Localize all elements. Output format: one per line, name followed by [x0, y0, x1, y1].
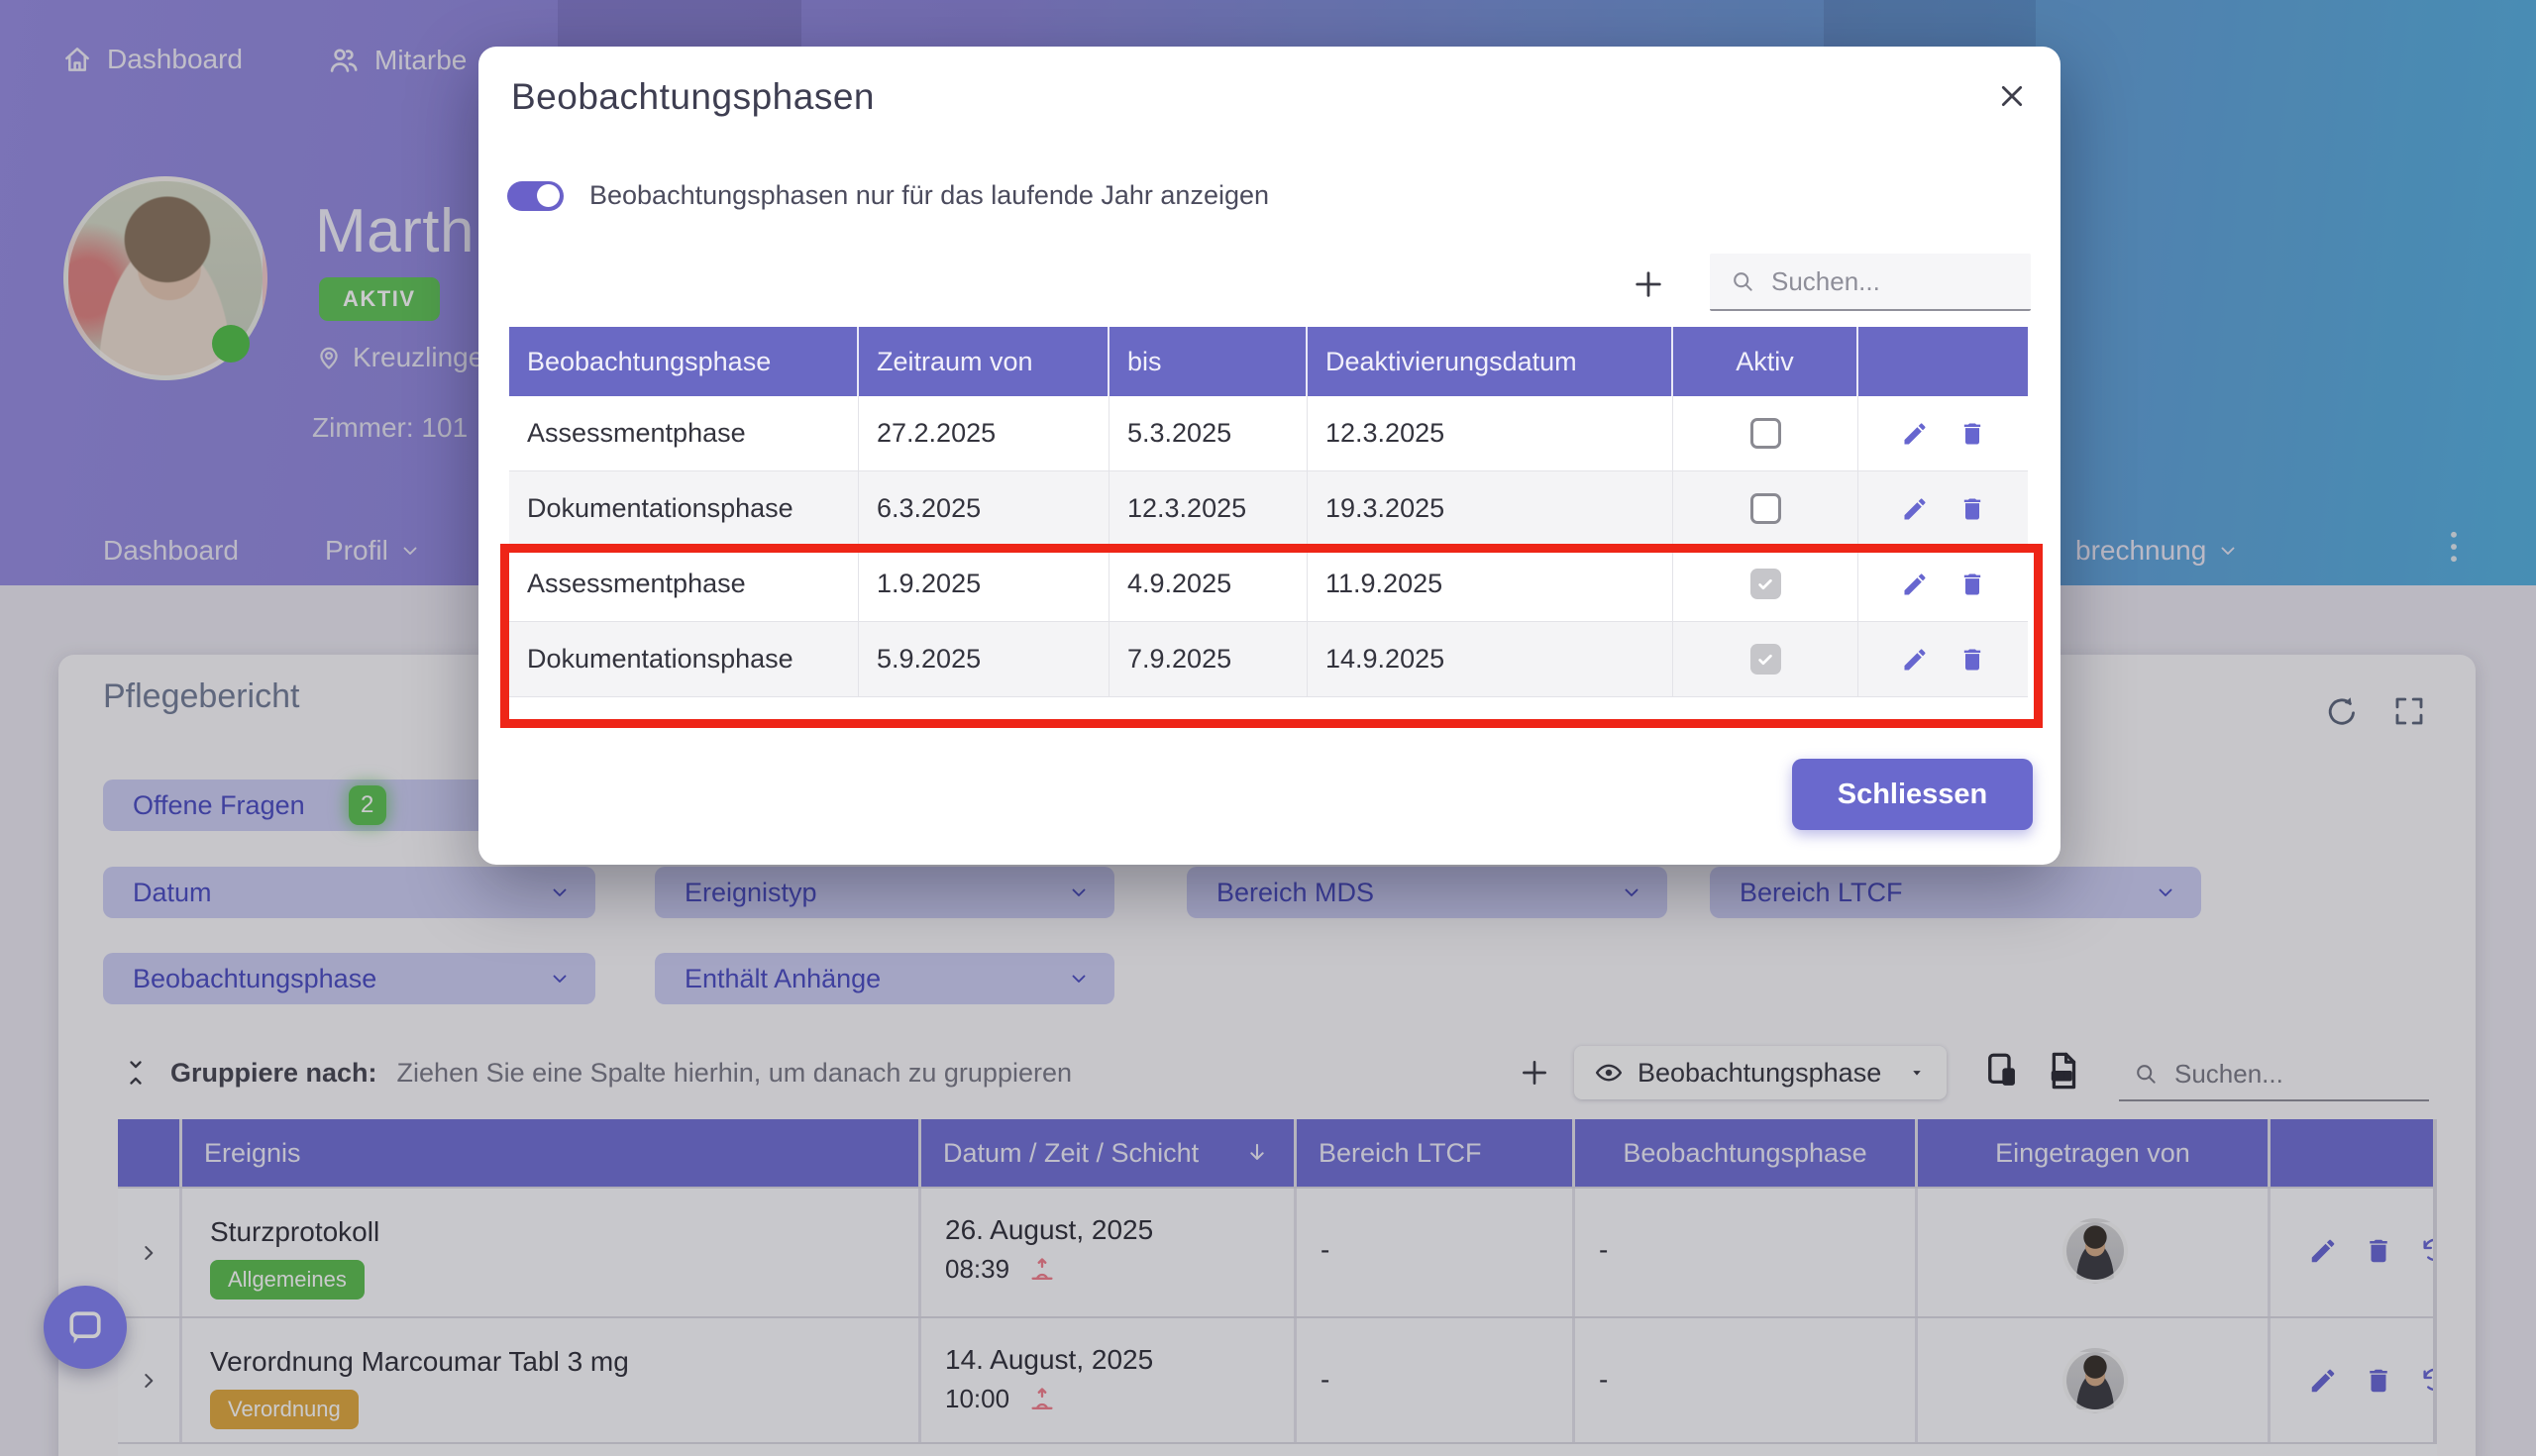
edit-icon[interactable]: [1901, 646, 1929, 674]
phase-from: 6.3.2025: [859, 471, 1110, 546]
add-phase-icon[interactable]: [1631, 266, 1666, 302]
schliessen-button[interactable]: Schliessen: [1792, 759, 2033, 830]
delete-icon[interactable]: [1958, 495, 1986, 523]
phase-row: Assessmentphase 27.2.2025 5.3.2025 12.3.…: [509, 396, 2028, 471]
modal-search: [1710, 254, 2031, 311]
modal-search-input[interactable]: [1769, 265, 2021, 298]
phase-deactivated: 11.9.2025: [1308, 547, 1673, 621]
delete-icon[interactable]: [1958, 646, 1986, 674]
delete-icon[interactable]: [1958, 420, 1986, 448]
header-bis: bis: [1110, 327, 1308, 396]
beobachtungsphasen-modal: Beobachtungsphasen Beobachtungsphasen nu…: [478, 47, 2060, 865]
modal-title: Beobachtungsphasen: [511, 76, 875, 118]
phase-name: Assessmentphase: [509, 396, 859, 470]
header-beobachtungsphase: Beobachtungsphase: [509, 327, 859, 396]
phase-name: Dokumentationsphase: [509, 622, 859, 696]
active-checkbox[interactable]: [1750, 493, 1781, 524]
edit-icon[interactable]: [1901, 420, 1929, 448]
close-icon[interactable]: [1990, 74, 2034, 118]
phase-name: Assessmentphase: [509, 547, 859, 621]
search-icon: [1730, 268, 1755, 294]
current-year-toggle-row: Beobachtungsphasen nur für das laufende …: [507, 180, 1269, 211]
header-zeitraum-von: Zeitraum von: [859, 327, 1110, 396]
active-checkbox[interactable]: [1750, 418, 1781, 449]
header-deaktivierungsdatum: Deaktivierungsdatum: [1308, 327, 1673, 396]
phase-from: 5.9.2025: [859, 622, 1110, 696]
phase-from: 27.2.2025: [859, 396, 1110, 470]
phases-table-header: Beobachtungsphase Zeitraum von bis Deakt…: [509, 327, 2028, 396]
phase-name: Dokumentationsphase: [509, 471, 859, 546]
phase-row: Dokumentationsphase 5.9.2025 7.9.2025 14…: [509, 622, 2028, 697]
phase-deactivated: 14.9.2025: [1308, 622, 1673, 696]
header-aktiv: Aktiv: [1673, 327, 1858, 396]
phase-from: 1.9.2025: [859, 547, 1110, 621]
phase-deactivated: 19.3.2025: [1308, 471, 1673, 546]
phase-to: 7.9.2025: [1110, 622, 1308, 696]
phases-table: Beobachtungsphase Zeitraum von bis Deakt…: [509, 327, 2028, 697]
edit-icon[interactable]: [1901, 571, 1929, 598]
phase-to: 4.9.2025: [1110, 547, 1308, 621]
edit-icon[interactable]: [1901, 495, 1929, 523]
active-checkbox: [1750, 644, 1781, 675]
phase-row: Dokumentationsphase 6.3.2025 12.3.2025 1…: [509, 471, 2028, 547]
screen: Dashboard Mitarbe Marth AKTIV Kreuzlinge…: [0, 0, 2536, 1456]
phase-row: Assessmentphase 1.9.2025 4.9.2025 11.9.2…: [509, 547, 2028, 622]
phase-to: 12.3.2025: [1110, 471, 1308, 546]
phase-to: 5.3.2025: [1110, 396, 1308, 470]
current-year-toggle[interactable]: [507, 181, 564, 211]
header-actions: [1858, 327, 2028, 396]
delete-icon[interactable]: [1958, 571, 1986, 598]
phase-deactivated: 12.3.2025: [1308, 396, 1673, 470]
active-checkbox: [1750, 569, 1781, 599]
toggle-label: Beobachtungsphasen nur für das laufende …: [589, 180, 1269, 211]
